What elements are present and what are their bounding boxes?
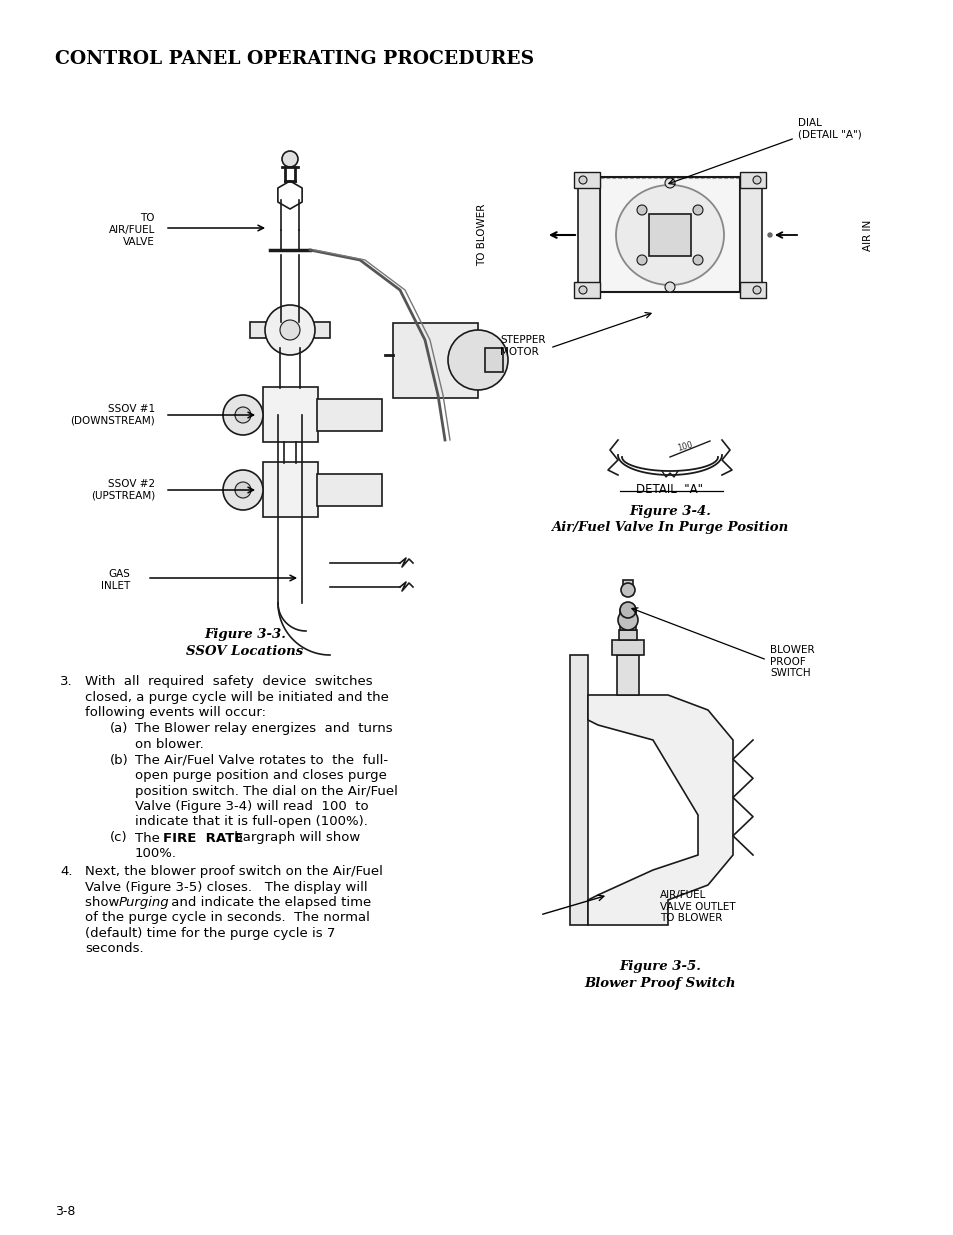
Circle shape xyxy=(752,287,760,294)
Text: DIAL
(DETAIL "A"): DIAL (DETAIL "A") xyxy=(797,119,861,140)
Text: STEPPER
MOTOR: STEPPER MOTOR xyxy=(499,335,545,357)
Circle shape xyxy=(637,254,646,266)
Circle shape xyxy=(223,395,263,435)
Text: 100%.: 100%. xyxy=(135,847,177,860)
Circle shape xyxy=(752,177,760,184)
Text: Valve (Figure 3-5) closes.   The display will: Valve (Figure 3-5) closes. The display w… xyxy=(85,881,367,893)
Text: Purging: Purging xyxy=(119,897,170,909)
Text: AIR IN: AIR IN xyxy=(862,220,872,251)
Text: FIRE  RATE: FIRE RATE xyxy=(163,831,243,845)
Circle shape xyxy=(265,305,314,354)
Text: 3-8: 3-8 xyxy=(55,1205,75,1218)
Text: The: The xyxy=(135,831,164,845)
Circle shape xyxy=(280,320,299,340)
Bar xyxy=(250,322,330,338)
Text: Blower Proof Switch: Blower Proof Switch xyxy=(583,977,735,990)
Bar xyxy=(622,580,633,595)
Text: SSOV Locations: SSOV Locations xyxy=(186,645,303,658)
Bar xyxy=(740,172,765,188)
Text: Next, the blower proof switch on the Air/Fuel: Next, the blower proof switch on the Air… xyxy=(85,864,382,878)
Text: (default) time for the purge cycle is 7: (default) time for the purge cycle is 7 xyxy=(85,927,335,940)
Text: TO BLOWER: TO BLOWER xyxy=(476,204,486,267)
Bar xyxy=(618,630,637,640)
Circle shape xyxy=(620,583,635,597)
Circle shape xyxy=(282,151,297,167)
Text: Air/Fuel Valve In Purge Position: Air/Fuel Valve In Purge Position xyxy=(551,521,788,534)
Bar xyxy=(599,177,740,291)
Text: AIR/FUEL
VALVE OUTLET
TO BLOWER: AIR/FUEL VALVE OUTLET TO BLOWER xyxy=(659,890,735,924)
Text: SSOV #2
(UPSTREAM): SSOV #2 (UPSTREAM) xyxy=(91,479,154,501)
Bar xyxy=(612,640,643,655)
Bar xyxy=(316,474,381,506)
Bar xyxy=(569,655,587,925)
Circle shape xyxy=(692,205,702,215)
Text: position switch. The dial on the Air/Fuel: position switch. The dial on the Air/Fue… xyxy=(135,784,397,798)
Ellipse shape xyxy=(616,185,723,285)
Text: (b): (b) xyxy=(110,753,129,767)
Text: SSOV #1
(DOWNSTREAM): SSOV #1 (DOWNSTREAM) xyxy=(71,404,154,426)
Polygon shape xyxy=(587,695,732,925)
Circle shape xyxy=(767,233,771,237)
Text: DETAIL  "A": DETAIL "A" xyxy=(636,483,702,496)
Text: Figure 3-5.: Figure 3-5. xyxy=(618,960,700,973)
Circle shape xyxy=(664,178,675,188)
Circle shape xyxy=(448,330,507,390)
Bar xyxy=(578,185,599,285)
Text: Figure 3-3.: Figure 3-3. xyxy=(204,629,286,641)
Text: show: show xyxy=(85,897,124,909)
Text: (c): (c) xyxy=(110,831,128,845)
Text: following events will occur:: following events will occur: xyxy=(85,706,266,719)
Circle shape xyxy=(234,482,251,498)
Text: 4.: 4. xyxy=(60,864,72,878)
Text: TO
AIR/FUEL
VALVE: TO AIR/FUEL VALVE xyxy=(109,214,154,247)
Text: 3.: 3. xyxy=(60,676,72,688)
Bar xyxy=(740,282,765,298)
Bar xyxy=(574,172,599,188)
Text: With  all  required  safety  device  switches: With all required safety device switches xyxy=(85,676,373,688)
Text: open purge position and closes purge: open purge position and closes purge xyxy=(135,769,387,782)
Bar xyxy=(263,387,317,442)
Text: BLOWER
PROOF
SWITCH: BLOWER PROOF SWITCH xyxy=(769,645,814,678)
Bar xyxy=(484,348,502,372)
Text: closed, a purge cycle will be initiated and the: closed, a purge cycle will be initiated … xyxy=(85,690,389,704)
Text: Figure 3-4.: Figure 3-4. xyxy=(628,505,710,517)
Bar xyxy=(393,324,477,398)
Bar xyxy=(648,214,690,256)
Bar xyxy=(574,282,599,298)
Text: 100: 100 xyxy=(676,441,693,453)
Bar xyxy=(316,399,381,431)
Text: CONTROL PANEL OPERATING PROCEDURES: CONTROL PANEL OPERATING PROCEDURES xyxy=(55,49,534,68)
Text: on blower.: on blower. xyxy=(135,737,204,751)
Circle shape xyxy=(578,287,586,294)
Circle shape xyxy=(618,610,638,630)
Bar xyxy=(619,610,636,630)
Circle shape xyxy=(578,177,586,184)
Text: GAS
INLET: GAS INLET xyxy=(101,569,130,590)
Circle shape xyxy=(692,254,702,266)
Circle shape xyxy=(223,471,263,510)
Text: The Air/Fuel Valve rotates to  the  full-: The Air/Fuel Valve rotates to the full- xyxy=(135,753,388,767)
Bar xyxy=(740,185,761,285)
Circle shape xyxy=(637,205,646,215)
Circle shape xyxy=(619,601,636,618)
Text: Valve (Figure 3-4) will read  100  to: Valve (Figure 3-4) will read 100 to xyxy=(135,800,368,813)
Text: and indicate the elapsed time: and indicate the elapsed time xyxy=(167,897,371,909)
Text: seconds.: seconds. xyxy=(85,942,144,956)
Text: The Blower relay energizes  and  turns: The Blower relay energizes and turns xyxy=(135,722,393,735)
Text: indicate that it is full-open (100%).: indicate that it is full-open (100%). xyxy=(135,815,368,829)
Circle shape xyxy=(234,408,251,424)
Circle shape xyxy=(664,282,675,291)
Text: bargraph will show: bargraph will show xyxy=(230,831,360,845)
Bar xyxy=(617,655,639,695)
Text: (a): (a) xyxy=(110,722,129,735)
Text: of the purge cycle in seconds.  The normal: of the purge cycle in seconds. The norma… xyxy=(85,911,370,925)
Bar xyxy=(263,462,317,517)
